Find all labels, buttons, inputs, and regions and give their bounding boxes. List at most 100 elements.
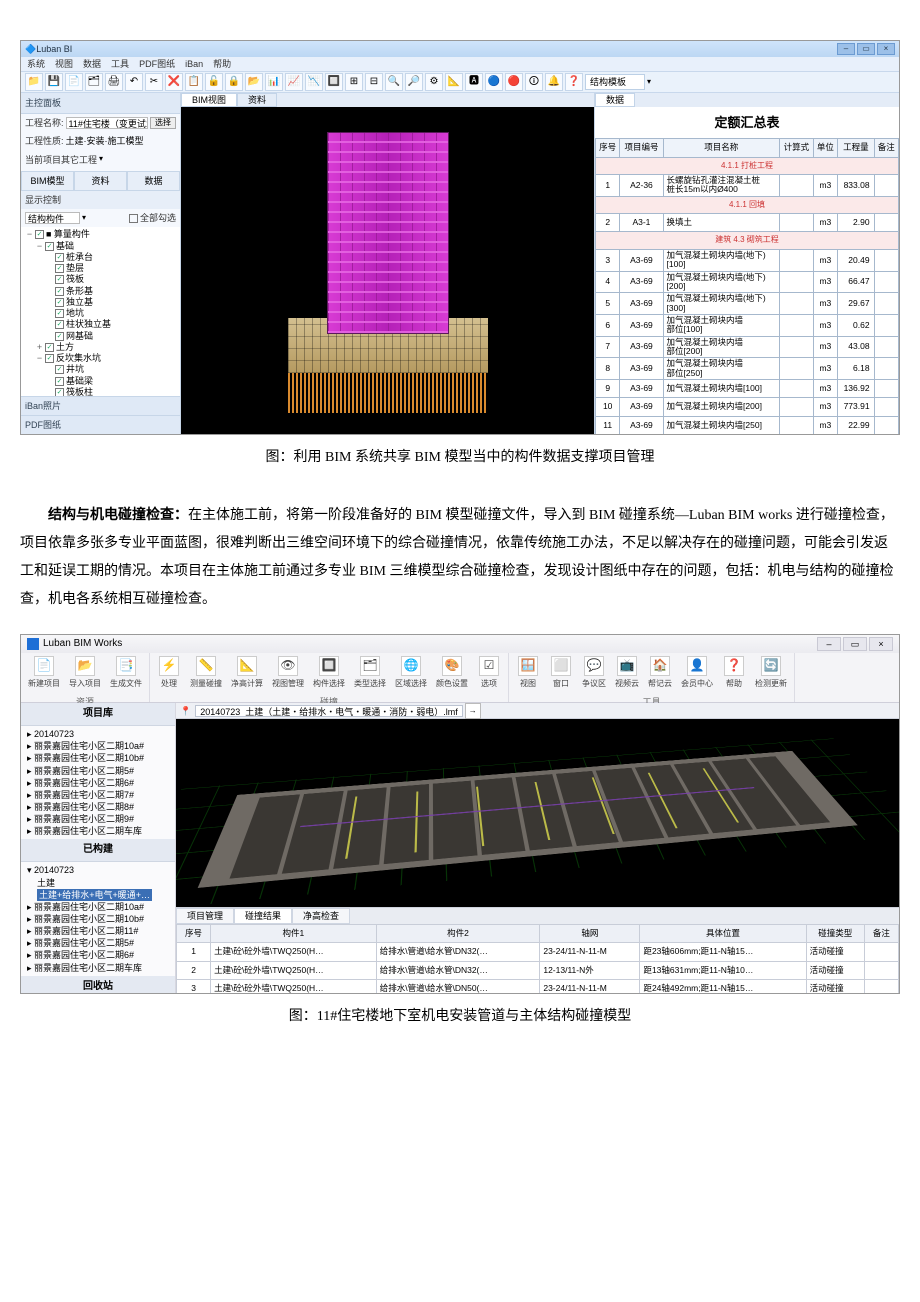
toolbar-button[interactable]: 📋 <box>185 73 203 91</box>
maximize-button[interactable]: ▭ <box>857 43 875 55</box>
column-header[interactable]: 工程量 <box>838 139 875 157</box>
table-row[interactable]: 2A3-1换填土m32.90 <box>596 214 899 232</box>
minimize-button[interactable]: – <box>817 637 841 651</box>
ribbon-button[interactable]: 🔄检测更新 <box>752 655 790 692</box>
tree-node[interactable]: −✓反坎集水坑 <box>23 353 178 364</box>
tree-node[interactable]: ✓桩承台 <box>23 252 178 263</box>
tree-node[interactable]: ✓筏板 <box>23 274 178 285</box>
tree-node[interactable]: 土建 <box>25 877 171 889</box>
ribbon-button[interactable]: 🗂类型选择 <box>351 655 389 692</box>
toolbar-button[interactable]: 🔎 <box>405 73 423 91</box>
results-tab[interactable]: 碰撞结果 <box>234 908 292 924</box>
toolbar-button[interactable]: 🔲 <box>325 73 343 91</box>
ribbon-button[interactable]: 👤会员中心 <box>678 655 716 692</box>
tree-node[interactable]: ▸ 丽景嘉园住宅小区二期5# <box>25 937 171 949</box>
tree-node[interactable]: ✓筏板柱 <box>23 387 178 396</box>
toolbar-button[interactable]: ⊟ <box>365 73 383 91</box>
select-button[interactable]: 选择 <box>150 117 176 129</box>
tree-node[interactable]: ✓网基础 <box>23 331 178 342</box>
struct-dropdown[interactable]: 结构构件 <box>25 212 80 224</box>
project-name-input[interactable]: 11#住宅楼（变更试1） <box>66 117 148 129</box>
select-all-label[interactable]: 全部勾选 <box>140 210 176 226</box>
tree-node[interactable]: ▸ 丽景嘉园住宅小区二期10b# <box>25 752 171 764</box>
column-header[interactable]: 项目编号 <box>620 139 663 157</box>
tree-node[interactable]: ▸ 丽景嘉园住宅小区二期9# <box>25 813 171 825</box>
panel-tab[interactable]: 数据 <box>127 171 180 190</box>
toolbar-button[interactable]: 💾 <box>45 73 63 91</box>
close-button[interactable]: × <box>877 43 895 55</box>
ribbon-button[interactable]: 👁视图管理 <box>269 655 307 692</box>
tree-node[interactable]: ✓垫层 <box>23 263 178 274</box>
table-row[interactable]: 3土建\砼\砼外墙\TWQ250(H…给排水\管道\给水管\DN50(…23-2… <box>177 980 899 994</box>
column-header[interactable]: 具体位置 <box>640 925 806 943</box>
tree-node[interactable]: ✓独立基 <box>23 297 178 308</box>
table-row[interactable]: 10A3-69加气混凝土砌块内墙[200]m3773.91 <box>596 398 899 416</box>
toolbar-button[interactable]: 🖨 <box>105 73 123 91</box>
tree-node[interactable]: ✓地坑 <box>23 308 178 319</box>
toolbar-button[interactable]: 📐 <box>445 73 463 91</box>
column-header[interactable]: 计算式 <box>779 139 813 157</box>
toolbar-button[interactable]: 🗂 <box>85 73 103 91</box>
ribbon-button[interactable]: 📂导入项目 <box>66 655 104 692</box>
column-header[interactable]: 备注 <box>864 925 898 943</box>
tree-node[interactable]: ✓井坑 <box>23 364 178 375</box>
tree-node[interactable]: ▸ 丽景嘉园住宅小区二期10a# <box>25 740 171 752</box>
built-tree[interactable]: ▾ 20140723土建土建+给排水+电气+暖通+…▸ 丽景嘉园住宅小区二期10… <box>21 862 175 975</box>
ribbon-button[interactable]: 📏测量碰撞 <box>187 655 225 692</box>
ribbon-button[interactable]: 🎨颜色设置 <box>433 655 471 692</box>
ribbon-button[interactable]: 📺视频云 <box>612 655 642 692</box>
project-tree[interactable]: ▸ 20140723▸ 丽景嘉园住宅小区二期10a#▸ 丽景嘉园住宅小区二期10… <box>21 726 175 839</box>
ribbon-button[interactable]: 📐净高计算 <box>228 655 266 692</box>
3d-viewport[interactable] <box>176 719 899 907</box>
toolbar-button[interactable]: ⊞ <box>345 73 363 91</box>
data-tab[interactable]: 数据 <box>595 93 635 107</box>
maximize-button[interactable]: ▭ <box>843 637 867 651</box>
tree-node[interactable]: ▾ 20140723 <box>25 864 171 876</box>
path-input[interactable]: 20140723_土建（土建・给排水・电气・暖通・消防・弱电）.lmf <box>195 705 463 717</box>
viewport-tab[interactable]: BIM视图 <box>181 93 237 107</box>
ribbon-button[interactable]: 📑生成文件 <box>107 655 145 692</box>
tree-node[interactable]: ✓柱状独立基 <box>23 319 178 330</box>
toolbar-button[interactable]: ❓ <box>565 73 583 91</box>
table-row[interactable]: 4A3-69加气混凝土砌块内墙(地下)[200]m366.47 <box>596 271 899 293</box>
tree-node[interactable]: ✓条形基 <box>23 286 178 297</box>
panel-tab[interactable]: 资料 <box>74 171 127 190</box>
panel-tab[interactable]: BIM模型 <box>21 171 74 190</box>
template-dropdown[interactable]: 结构模板 <box>585 74 645 90</box>
bottom-tab[interactable]: iBan照片 <box>21 396 180 415</box>
tree-node[interactable]: ▸ 丽景嘉园住宅小区二期5# <box>25 765 171 777</box>
menu-item[interactable]: 数据 <box>83 56 101 72</box>
ribbon-button[interactable]: 💬争议区 <box>579 655 609 692</box>
toolbar-button[interactable]: 📄 <box>65 73 83 91</box>
table-row[interactable]: 3A3-69加气混凝土砌块内墙(地下)[100]m320.49 <box>596 249 899 271</box>
toolbar-button[interactable]: 📊 <box>265 73 283 91</box>
component-tree[interactable]: −✓■ 算量构件−✓基础 ✓桩承台 ✓垫层 ✓筏板 ✓条形基 ✓独立基 ✓地坑 … <box>21 227 180 395</box>
column-header[interactable]: 项目名称 <box>663 139 779 157</box>
column-header[interactable]: 构件2 <box>376 925 540 943</box>
toolbar-button[interactable]: 📁 <box>25 73 43 91</box>
ribbon-button[interactable]: 🌐区域选择 <box>392 655 430 692</box>
ribbon-button[interactable]: ⬜窗口 <box>546 655 576 692</box>
table-row[interactable]: 2土建\砼\砼外墙\TWQ250(H…给排水\管道\给水管\DN32(…12-1… <box>177 961 899 979</box>
ribbon-button[interactable]: ☑选项 <box>474 655 504 692</box>
viewport-tab[interactable]: 资料 <box>237 93 277 107</box>
tree-node[interactable]: ▸ 丽景嘉园住宅小区二期车库 <box>25 962 171 974</box>
column-header[interactable]: 备注 <box>874 139 898 157</box>
go-button[interactable]: → <box>465 703 481 719</box>
table-row[interactable]: 5A3-69加气混凝土砌块内墙(地下)[300]m329.67 <box>596 293 899 315</box>
tree-node[interactable]: ✓基础梁 <box>23 376 178 387</box>
toolbar-button[interactable]: ✂ <box>145 73 163 91</box>
tree-node[interactable]: ▸ 丽景嘉园住宅小区二期8# <box>25 801 171 813</box>
toolbar-button[interactable]: 🛈 <box>525 73 543 91</box>
tree-node[interactable]: ▸ 丽景嘉园住宅小区二期10b# <box>25 913 171 925</box>
3d-viewport[interactable] <box>181 107 594 434</box>
toolbar-button[interactable]: 🔔 <box>545 73 563 91</box>
toolbar-button[interactable]: 📉 <box>305 73 323 91</box>
ribbon-button[interactable]: 🪟视图 <box>513 655 543 692</box>
toolbar-button[interactable]: 🔴 <box>505 73 523 91</box>
quota-table[interactable]: 序号项目编号项目名称计算式单位工程量备注 4.1.1 打桩工程1A2-36长螺旋… <box>595 138 899 434</box>
close-button[interactable]: × <box>869 637 893 651</box>
column-header[interactable]: 碰撞类型 <box>806 925 864 943</box>
table-row[interactable]: 8A3-69加气混凝土砌块内墙部位[250]m36.18 <box>596 358 899 380</box>
ribbon-button[interactable]: ⚡处理 <box>154 655 184 692</box>
